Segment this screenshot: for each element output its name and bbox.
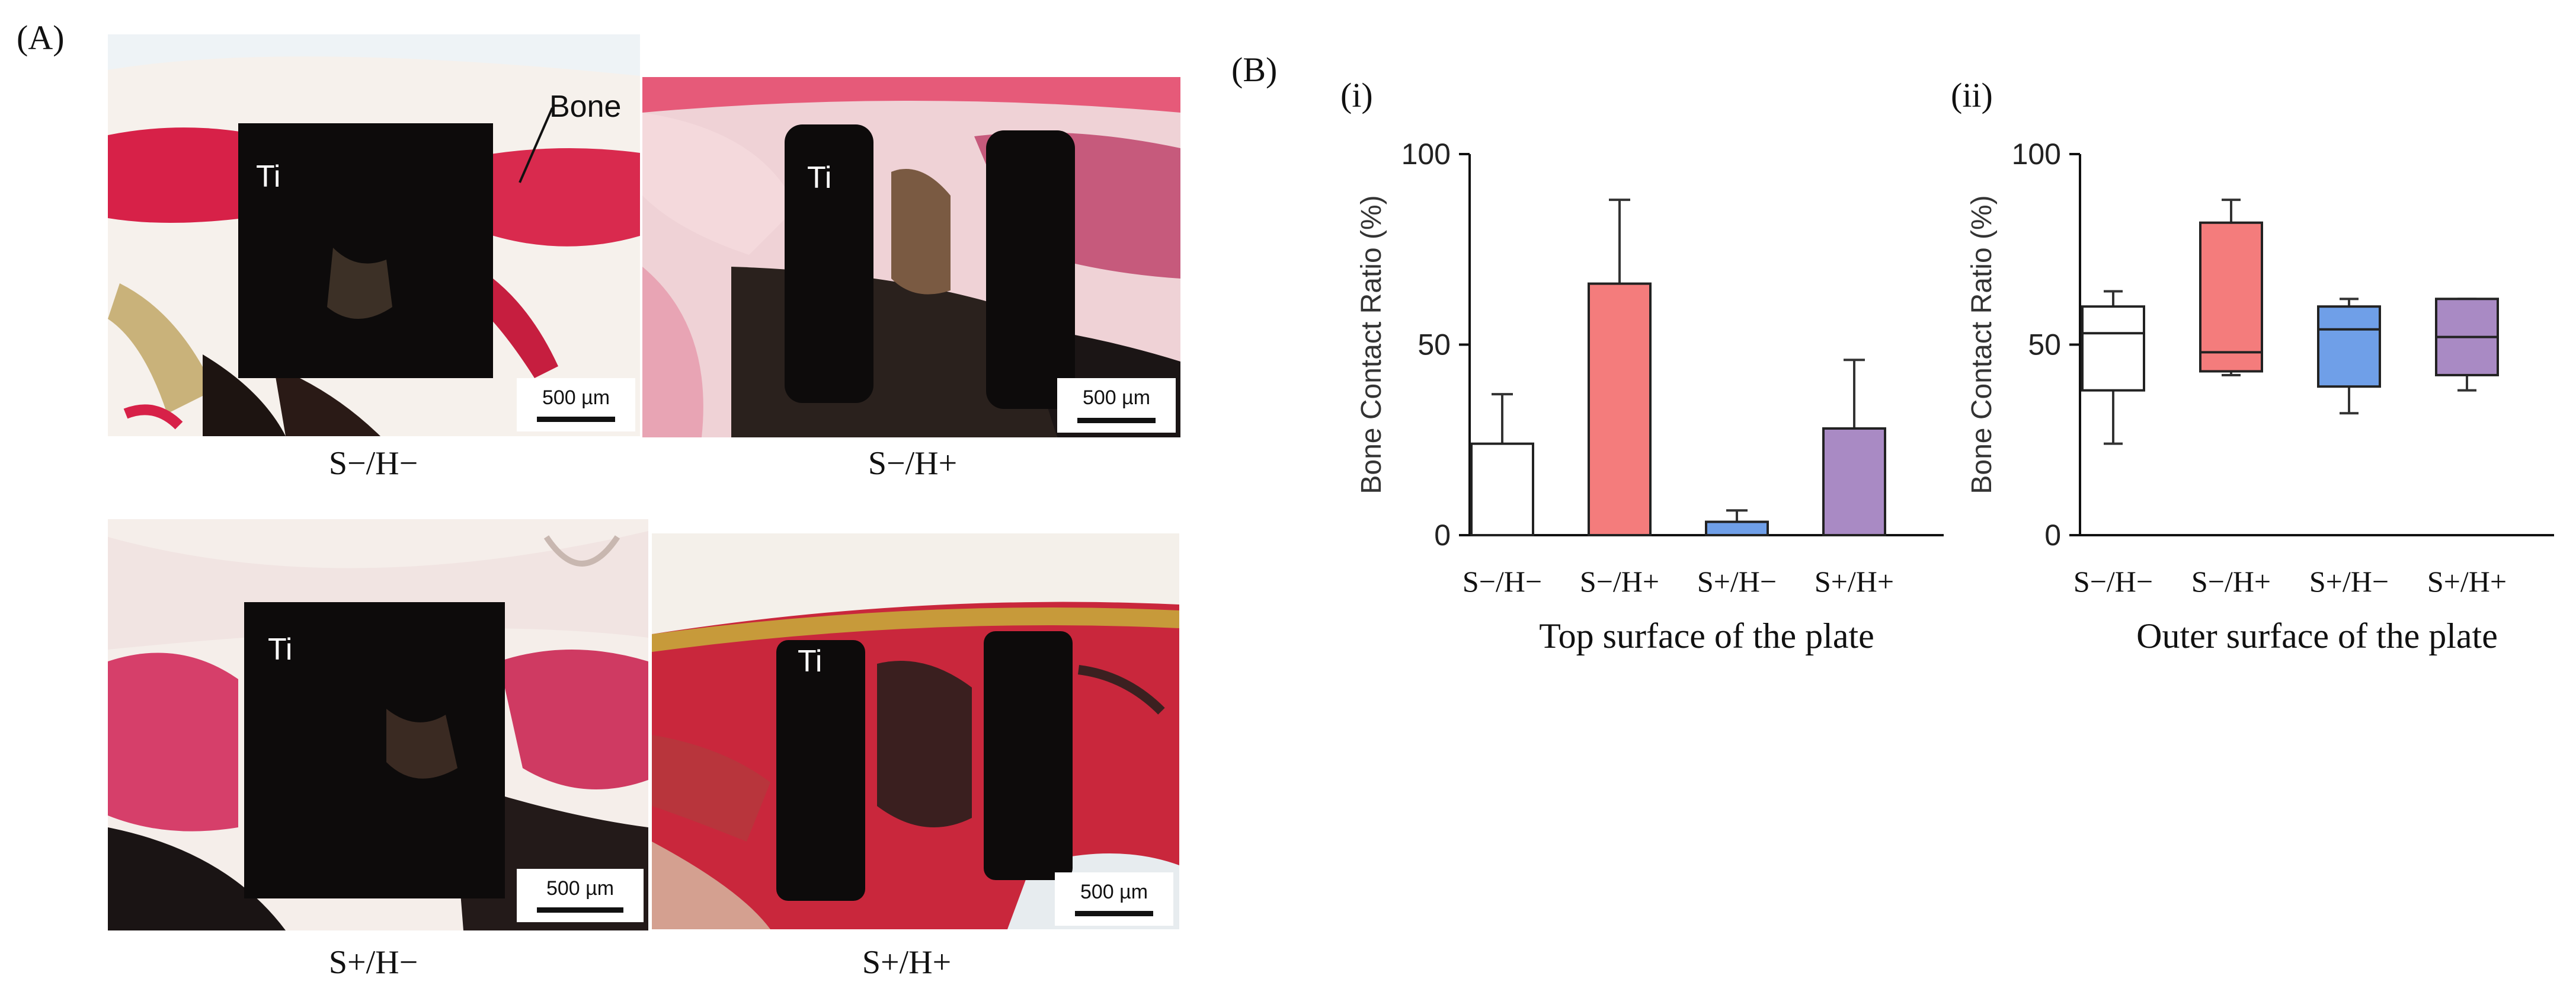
y-tick-label: 50: [2028, 328, 2061, 362]
box: [2199, 221, 2263, 373]
x-tick-label: S−/H−: [2073, 565, 2153, 598]
chart-panel-label: (ii): [1951, 76, 1993, 114]
micrograph-s-plus-h-minus: Ti 500 µm: [108, 519, 648, 930]
scale-bar: [537, 907, 623, 913]
y-axis-title: Bone Contact Ratio (%): [1966, 195, 1998, 494]
box: [2081, 305, 2145, 392]
scale-bar-label: 500 µm: [1082, 386, 1151, 409]
bar: [1588, 282, 1652, 536]
scale-bar-label: 500 µm: [542, 386, 610, 409]
bar: [1470, 442, 1534, 536]
ti-label: Ti: [256, 159, 281, 194]
bone-label: Bone: [549, 89, 622, 124]
x-axis-title: Outer surface of the plate: [2136, 616, 2498, 655]
x-tick-label: S+/H+: [2427, 565, 2507, 598]
scale-bar: [1077, 418, 1156, 423]
x-axis-title: Top surface of the plate: [1539, 616, 1874, 655]
caption-s-minus-h-plus: S−/H+: [868, 445, 958, 482]
micrograph-s-minus-h-plus: Ti 500 µm: [642, 77, 1180, 437]
x-tick-label: S+/H+: [1815, 565, 1894, 598]
micrograph-s-minus-h-minus: Ti Bone 500 µm: [108, 34, 640, 436]
caption-s-plus-h-plus: S+/H+: [862, 944, 952, 981]
ti-label: Ti: [798, 644, 823, 679]
box: [2317, 305, 2381, 388]
scale-bar-box: 500 µm: [517, 869, 644, 922]
y-tick-label: 50: [1417, 328, 1451, 362]
x-tick-label: S−/H−: [1463, 565, 1542, 598]
scale-bar-box: 500 µm: [1055, 872, 1173, 926]
scale-bar-label: 500 µm: [546, 877, 615, 900]
micrograph-illustration: [108, 34, 640, 436]
x-tick-label: S−/H+: [2191, 565, 2271, 598]
scale-bar-box: 500 µm: [1057, 378, 1176, 433]
caption-s-plus-h-minus: S+/H−: [328, 944, 418, 981]
ti-label: Ti: [807, 161, 832, 195]
x-tick-label: S−/H+: [1580, 565, 1659, 598]
scale-bar: [1075, 911, 1153, 916]
bar: [1705, 520, 1769, 536]
chart-panel-label: (i): [1340, 76, 1373, 114]
chart-outer-surface: (ii) Bone Contact Ratio (%) 0 50 100 S−/H− S−/…: [1951, 76, 2554, 655]
micrograph-illustration: [108, 519, 648, 930]
chart-top-surface: (i) Bone Contact Ratio (%) 0 50 100 S−/H− S−/H…: [1340, 76, 1944, 655]
y-tick-label: 0: [1434, 519, 1451, 552]
y-tick-label: 100: [1401, 137, 1451, 171]
micrograph-s-plus-h-plus: Ti 500 µm: [652, 533, 1179, 929]
scale-bar-box: 500 µm: [517, 378, 635, 431]
panel-b-letter: (B): [1231, 50, 1278, 89]
caption-s-minus-h-minus: S−/H−: [328, 445, 418, 482]
bar: [1822, 427, 1886, 537]
x-tick-label: S+/H−: [1697, 565, 1777, 598]
panel-a-letter: (A): [17, 18, 65, 57]
y-tick-label: 0: [2044, 519, 2061, 552]
y-tick-label: 100: [2012, 137, 2061, 171]
scale-bar: [537, 417, 615, 422]
y-axis-title: Bone Contact Ratio (%): [1356, 195, 1387, 494]
scale-bar-label: 500 µm: [1080, 881, 1148, 903]
ti-label: Ti: [268, 632, 293, 667]
micrograph-illustration: [652, 533, 1179, 929]
x-tick-label: S+/H−: [2309, 565, 2389, 598]
